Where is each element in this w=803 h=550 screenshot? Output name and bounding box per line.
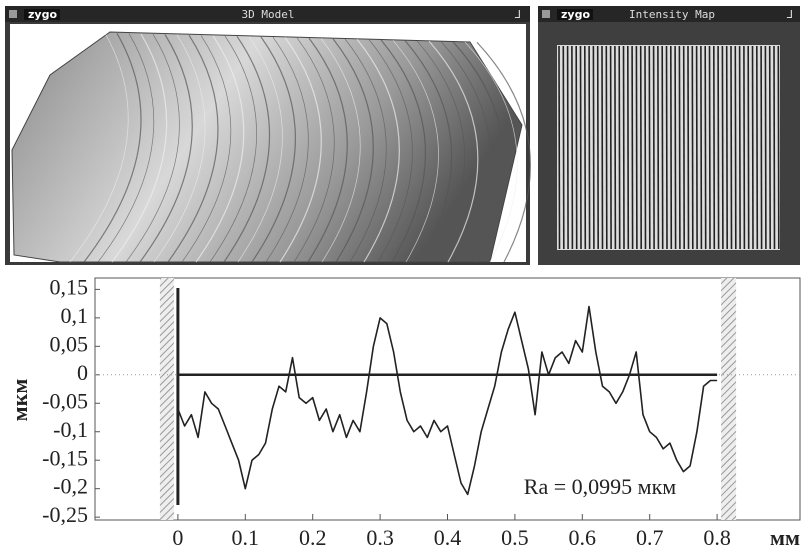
map-stripe [778, 46, 779, 249]
map-stripe [731, 46, 732, 249]
plot-frame [95, 278, 800, 520]
map-stripe [722, 46, 723, 249]
map-stripe [611, 46, 612, 249]
y-tick-label: -0,15 [42, 445, 88, 470]
map-stripe [692, 46, 693, 249]
y-tick-label: -0,2 [53, 474, 88, 499]
map-stripe [568, 46, 569, 249]
map-stripe [598, 46, 599, 249]
map-stripe [774, 46, 775, 249]
map-stripe [563, 46, 564, 249]
limit-band [721, 278, 736, 520]
map-stripe [606, 46, 607, 249]
profile-chart: мкм мм Ra = 0,0995 мкм 0,15 0,1 0,05 0 -0,05… [7, 274, 800, 550]
map-stripe [714, 46, 715, 249]
map-stripe [624, 46, 625, 249]
map-stripe [748, 46, 749, 249]
intensity-panel: zygo Intensity Map ⅃ [538, 6, 800, 265]
x-axis-label: мм [770, 525, 800, 550]
map-stripe [705, 46, 706, 249]
map-stripe [697, 46, 698, 249]
map-stripe [654, 46, 655, 249]
map-stripe [628, 46, 629, 249]
map-stripe [688, 46, 689, 249]
map-stripe [641, 46, 642, 249]
screen: zygo 3D Model ⅃ zygo Intensity Map ⅃ мкм… [0, 0, 803, 550]
map-stripe [581, 46, 582, 249]
map-stripe [649, 46, 650, 249]
map-stripe [589, 46, 590, 249]
profile-line [178, 307, 717, 495]
map-stripe [619, 46, 620, 249]
y-tick-label: -0,1 [53, 417, 88, 442]
y-tick-label: 0 [77, 360, 88, 385]
close-icon[interactable] [9, 10, 17, 18]
x-tick-label: 0.2 [299, 525, 327, 550]
map-stripe [576, 46, 577, 249]
map-stripe [585, 46, 586, 249]
x-tick-label: 0.6 [569, 525, 597, 550]
panel-title: Intensity Map [629, 8, 715, 21]
y-tick-label: -0,05 [42, 388, 88, 413]
y-tick-label: 0,15 [50, 274, 89, 299]
map-stripe [645, 46, 646, 249]
x-tick-label: 0 [172, 525, 183, 550]
map-stripe [710, 46, 711, 249]
map-stripe [593, 46, 594, 249]
close-icon[interactable] [542, 10, 550, 18]
x-tick-label: 0.4 [434, 525, 462, 550]
map-stripe [667, 46, 668, 249]
x-tick-label: 0.5 [501, 525, 529, 550]
x-tick-label: 0.1 [232, 525, 260, 550]
map-stripe [757, 46, 758, 249]
y-tick-label: 0,1 [61, 303, 89, 328]
y-axis-label: мкм [7, 379, 32, 422]
map-stripe [735, 46, 736, 249]
map-stripe [727, 46, 728, 249]
annotation: Ra = 0,0995 мкм [524, 474, 676, 499]
map-stripe [701, 46, 702, 249]
x-tick-label: 0.8 [703, 525, 731, 550]
map-stripe [602, 46, 603, 249]
pin-icon[interactable]: ⅃ [787, 8, 793, 21]
map-stripe [718, 46, 719, 249]
logo: zygo [561, 8, 590, 21]
map-stripe [761, 46, 762, 249]
map-stripe [753, 46, 754, 249]
map-stripe [744, 46, 745, 249]
map-stripe [615, 46, 616, 249]
pin-icon[interactable]: ⅃ [515, 8, 521, 21]
y-tick-label: -0,25 [42, 502, 88, 527]
x-tick-label: 0.3 [366, 525, 394, 550]
model-panel: zygo 3D Model ⅃ [5, 6, 530, 265]
limit-band [160, 278, 174, 520]
map-stripe [770, 46, 771, 249]
x-tick-label: 0.7 [636, 525, 664, 550]
logo: zygo [28, 8, 57, 21]
map-stripe [675, 46, 676, 249]
map-stripe [679, 46, 680, 249]
intensity-map [557, 45, 780, 250]
map-stripe [636, 46, 637, 249]
map-stripe [658, 46, 659, 249]
map-stripe [684, 46, 685, 249]
y-tick-label: 0,05 [50, 331, 89, 356]
map-stripe [572, 46, 573, 249]
map-stripe [740, 46, 741, 249]
map-stripe [632, 46, 633, 249]
map-stripe [662, 46, 663, 249]
map-stripe [671, 46, 672, 249]
map-stripe [559, 46, 560, 249]
panel-title: 3D Model [242, 8, 295, 21]
cylinder [12, 32, 522, 262]
map-stripe [765, 46, 766, 249]
